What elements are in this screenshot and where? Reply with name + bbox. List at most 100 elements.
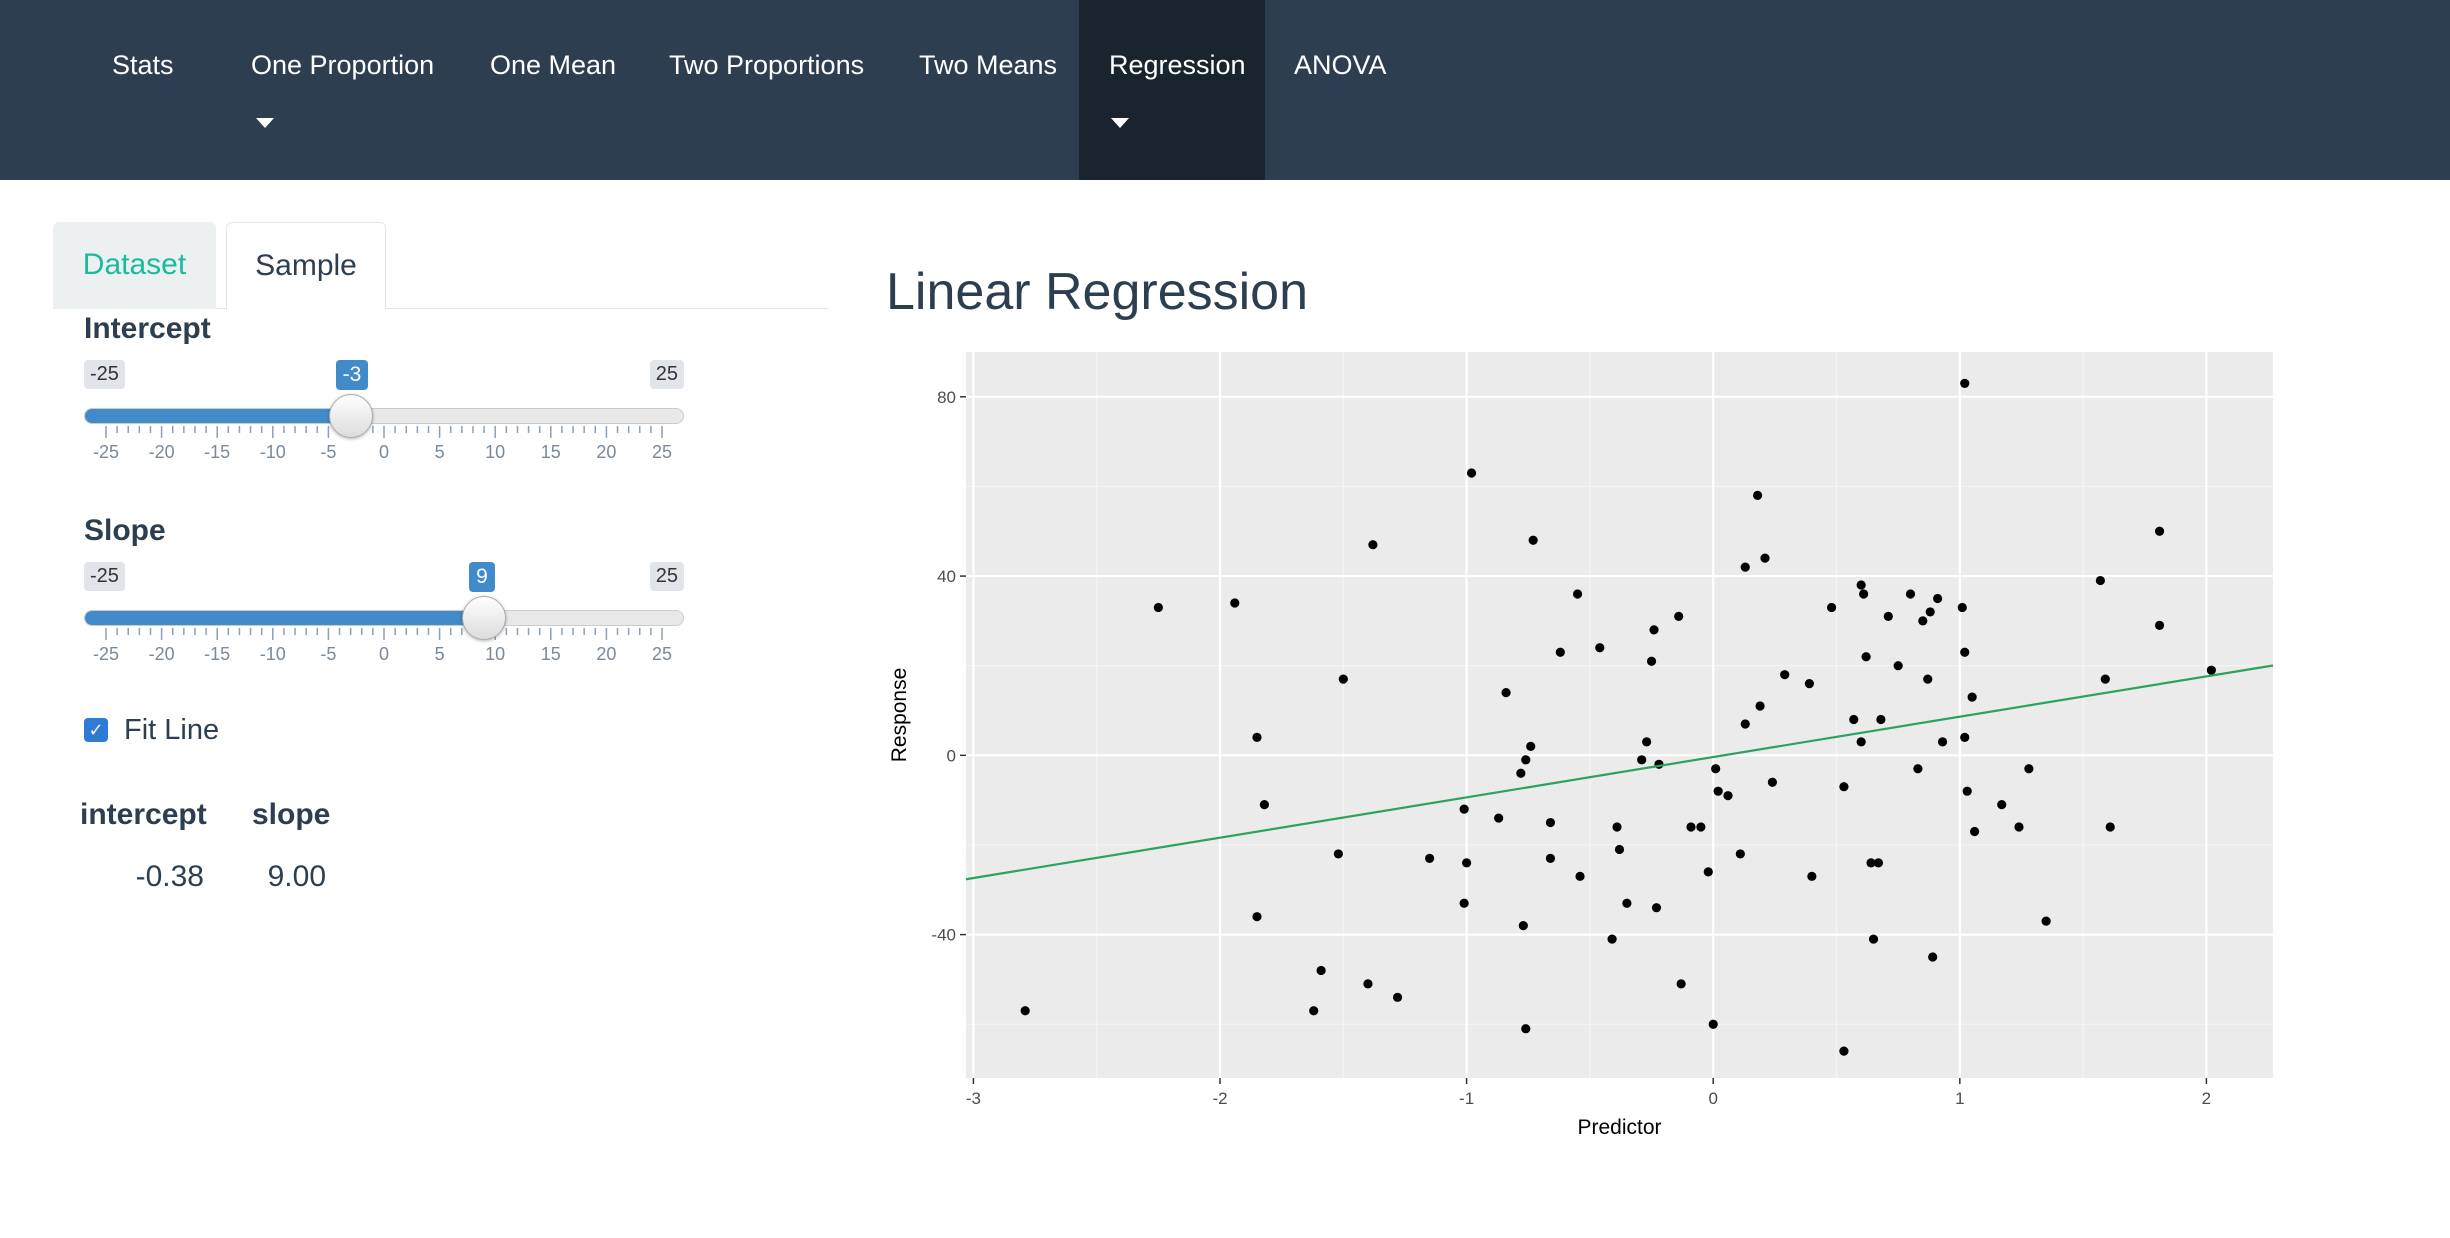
scatter-point [1466, 468, 1477, 478]
scatter-point [1392, 992, 1403, 1002]
scatter-point [1856, 580, 1866, 590]
scatter-point [1516, 768, 1526, 778]
scatter-point [2041, 916, 2051, 926]
sidebar-tabs: Dataset Sample [53, 222, 828, 310]
tab-sample[interactable]: Sample [226, 222, 386, 310]
scatter-point [1686, 822, 1696, 832]
scatter-point [1711, 764, 1721, 774]
scatter-point [1501, 687, 1511, 698]
scatter-point [1970, 826, 1980, 837]
slider-tick-label: 15 [540, 442, 561, 462]
tab-dataset[interactable]: Dataset [53, 222, 216, 309]
scatter-point [1861, 652, 1871, 662]
caret-down-icon [1111, 118, 1129, 128]
x-tick-label: 0 [1708, 1089, 1717, 1108]
scatter-point [1923, 674, 1933, 684]
scatter-point [1368, 540, 1378, 550]
scatter-point [1622, 898, 1632, 908]
nav-item-anova[interactable]: ANOVA [1294, 0, 1404, 180]
scatter-point [1876, 714, 1886, 725]
nav-item-one-mean[interactable]: One Mean [490, 0, 630, 180]
intercept-slider[interactable]: -25 25 -3 -25 -20 -15 -10 -5 0 5 10 15 20 25 [84, 360, 684, 480]
scatter-point [1526, 741, 1536, 751]
x-tick-label: 2 [2202, 1089, 2211, 1108]
slider-value-label: 9 [469, 562, 495, 592]
scatter-point [1595, 643, 1605, 653]
slider-fill [85, 611, 486, 625]
scatter-point [1962, 786, 1972, 796]
scatter-point [1957, 602, 1967, 613]
nav-item-label: Two Proportions [669, 50, 865, 80]
x-tick-label: 1 [1955, 1089, 1964, 1108]
scatter-point [1462, 858, 1472, 868]
scatter-point [2105, 822, 2115, 832]
slider-tick-label: 5 [434, 442, 445, 462]
scatter-point [1230, 598, 1240, 608]
scatter-point [1259, 800, 1269, 810]
scatter-point [1642, 737, 1652, 747]
slider-track[interactable] [84, 408, 684, 424]
scatter-point [1459, 898, 1469, 908]
scatter-point [1020, 1006, 1030, 1016]
scatter-point [1849, 714, 1859, 725]
slider-max-label: 25 [649, 360, 684, 389]
scatter-point [1755, 701, 1765, 711]
slider-tick-label: 0 [378, 644, 390, 664]
nav-item-label: Regression [1109, 50, 1246, 80]
scatter-point [1637, 755, 1647, 765]
scatter-point [1521, 1024, 1531, 1034]
scatter-point [2024, 764, 2034, 774]
slider-tick-label: -20 [148, 644, 175, 664]
scatter-point [1767, 777, 1777, 787]
slider-value-label: -3 [335, 360, 369, 390]
scatter-point [1153, 602, 1163, 613]
scatter-point [1521, 755, 1531, 765]
regression-plot: -3 -2 -1 0 1 2 -40 0 40 80 Predictor Response [888, 352, 2274, 1139]
nav-item-two-means[interactable]: Two Means [919, 0, 1079, 180]
scatter-point [2014, 822, 2024, 832]
slider-tick-label: -10 [259, 644, 286, 664]
scatter-point [1893, 661, 1903, 671]
scatter-point [1740, 719, 1750, 729]
scatter-point [1918, 616, 1928, 626]
nav-item-regression[interactable]: Regression [1079, 0, 1265, 180]
slider-track[interactable] [84, 610, 684, 626]
scatter-point [1518, 921, 1528, 931]
scatter-point [1868, 934, 1879, 944]
scatter-point [1997, 800, 2007, 810]
fit-line-label: Fit Line [124, 714, 220, 746]
scatter-point [1646, 656, 1657, 666]
nav-item-one-proportion[interactable]: One Proportion [234, 0, 449, 180]
slider-handle[interactable] [328, 394, 373, 438]
scatter-point [1649, 625, 1659, 635]
navbar: Stats One Proportion One Mean Two Propor… [0, 0, 2450, 180]
caret-down-icon [256, 118, 274, 128]
slider-tick-label: 15 [540, 644, 561, 664]
scatter-point [1333, 849, 1343, 859]
slider-handle[interactable] [462, 596, 507, 640]
scatter-point [1866, 858, 1876, 868]
scatter-point [1839, 1046, 1849, 1056]
y-tick-label: -40 [931, 926, 956, 945]
scatter-point [1252, 732, 1262, 743]
scatter-point [1752, 490, 1763, 501]
y-tick-label: 0 [947, 746, 956, 765]
scatter-point [2154, 620, 2165, 630]
scatter-point [1555, 647, 1565, 657]
nav-item-stats[interactable]: Stats [112, 0, 212, 180]
scatter-point [1723, 791, 1733, 801]
scatter-point [1674, 611, 1684, 622]
slope-slider[interactable]: -25 25 9 -25 -20 -15 -10 -5 0 5 10 15 20 25 [84, 562, 684, 682]
slider-tick-label: -25 [92, 644, 120, 664]
scatter-point [1826, 602, 1837, 613]
scatter-point [1740, 562, 1750, 572]
scatter-point [1804, 679, 1814, 689]
slider-tick-label: 10 [485, 442, 506, 462]
x-axis-title: Predictor [1577, 1116, 1661, 1139]
fit-line-checkbox[interactable]: ✓ [84, 718, 108, 742]
scatter-point [2100, 674, 2110, 684]
scatter-point [2095, 575, 2105, 586]
nav-item-two-proportions[interactable]: Two Proportions [669, 0, 889, 180]
y-tick-label: 40 [937, 567, 956, 586]
scatter-point [1937, 737, 1948, 747]
